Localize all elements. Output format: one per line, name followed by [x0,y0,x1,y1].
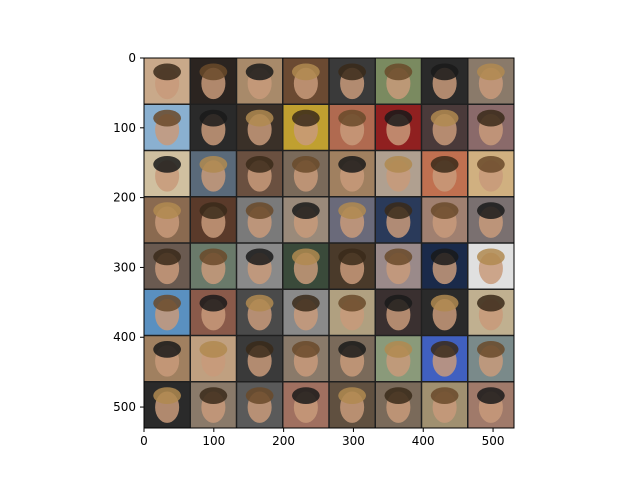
x-tick-label: 200 [272,434,295,448]
hair-shape [153,341,181,358]
x-axis-ticks: 0 100 200 300 400 500 [140,428,505,448]
hair-shape [430,202,459,219]
y-tick-label: 300 [113,260,136,274]
hair-shape [384,202,413,219]
hair-shape [430,109,459,127]
hair-shape [199,294,228,312]
hair-shape [430,156,459,173]
hair-shape [292,109,320,127]
y-tick-label: 400 [113,330,136,344]
hair-shape [245,63,274,81]
hair-shape [245,202,274,219]
hair-shape [338,156,366,173]
hair-shape [430,294,459,312]
hair-shape [384,387,413,404]
hair-shape [292,294,320,312]
x-tick-label: 500 [482,434,505,448]
hair-shape [338,294,366,312]
hair-shape [245,387,274,404]
image-grid [144,58,514,428]
hair-shape [292,156,320,173]
hair-shape [477,294,505,312]
hair-shape [430,248,459,266]
x-tick-label: 0 [140,434,148,448]
hair-shape [477,341,505,358]
hair-shape [292,63,320,81]
x-tick-label: 300 [342,434,365,448]
x-tick-label: 400 [412,434,435,448]
hair-shape [292,202,320,219]
hair-shape [384,63,413,81]
y-tick-label: 200 [113,191,136,205]
hair-shape [245,294,274,312]
hair-shape [245,109,274,127]
hair-shape [245,156,274,173]
hair-shape [199,387,228,404]
hair-shape [153,109,181,127]
hair-shape [338,202,366,219]
hair-shape [384,109,413,127]
hair-shape [153,63,181,81]
hair-shape [384,341,413,358]
hair-shape [477,248,505,266]
hair-shape [153,156,181,173]
hair-shape [477,63,505,81]
hair-shape [199,341,228,358]
hair-shape [292,248,320,266]
y-tick-label: 100 [113,121,136,135]
hair-shape [384,156,413,173]
hair-shape [477,156,505,173]
hair-shape [338,387,366,404]
hair-shape [477,109,505,127]
hair-shape [199,202,228,219]
hair-shape [384,248,413,266]
hair-shape [430,387,459,404]
hair-shape [338,248,366,266]
x-tick-label: 100 [202,434,225,448]
hair-shape [338,341,366,358]
hair-shape [153,202,181,219]
y-tick-label: 0 [128,51,136,65]
hair-shape [245,341,274,358]
hair-shape [477,387,505,404]
hair-shape [199,63,228,81]
hair-shape [292,341,320,358]
hair-shape [245,248,274,266]
hair-shape [199,248,228,266]
hair-shape [477,202,505,219]
hair-shape [153,248,181,266]
hair-shape [292,387,320,404]
hair-shape [199,109,228,127]
hair-shape [199,156,228,173]
hair-shape [153,387,181,404]
hair-shape [430,341,459,358]
image-grid-separators [144,58,514,428]
axes-frame [143,57,515,429]
hair-shape [338,109,366,127]
hair-shape [153,294,181,312]
hair-shape [384,294,413,312]
y-tick-label: 500 [113,400,136,414]
hair-shape [430,63,459,81]
y-axis-ticks: 0 100 200 300 400 500 [113,51,144,414]
hair-shape [338,63,366,81]
